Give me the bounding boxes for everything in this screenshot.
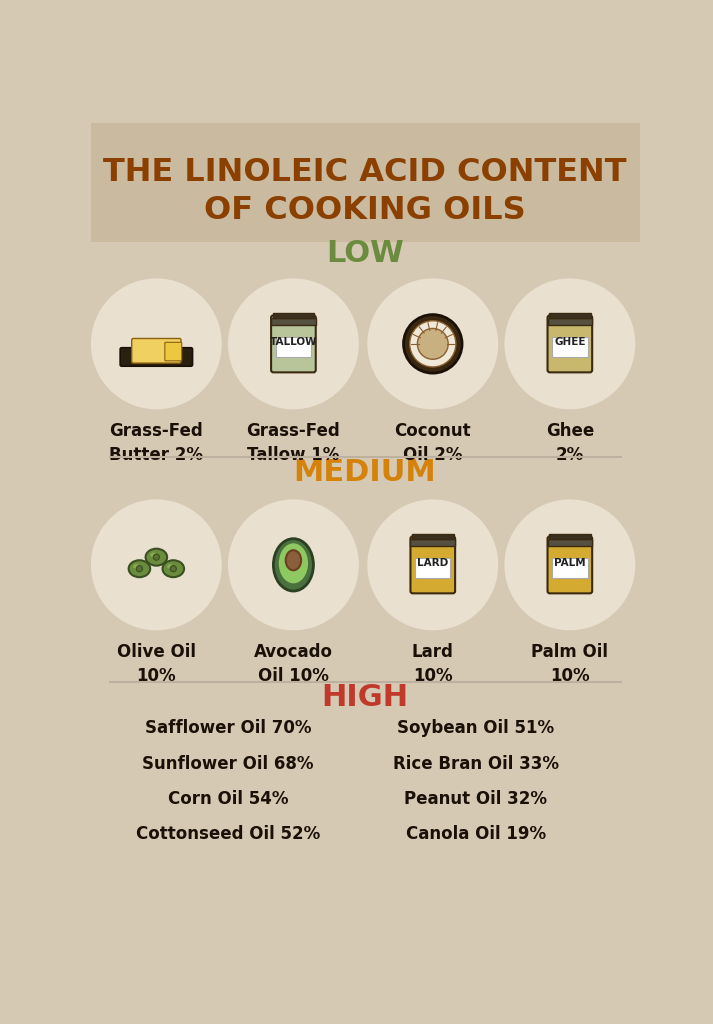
Bar (411, 539, 455, 547)
Circle shape (417, 329, 448, 359)
Circle shape (228, 500, 359, 631)
Ellipse shape (273, 539, 314, 591)
Text: Soybean Oil 51%: Soybean Oil 51% (397, 719, 555, 737)
FancyBboxPatch shape (548, 537, 593, 593)
Text: Safflower Oil 70%: Safflower Oil 70% (145, 719, 311, 737)
FancyBboxPatch shape (411, 537, 455, 593)
FancyBboxPatch shape (552, 337, 588, 357)
Circle shape (367, 279, 498, 410)
Bar (412, 535, 453, 539)
Ellipse shape (133, 564, 140, 568)
Text: Coconut
Oil 2%: Coconut Oil 2% (394, 423, 471, 464)
FancyBboxPatch shape (415, 558, 451, 578)
FancyBboxPatch shape (120, 348, 193, 367)
Text: Olive Oil
10%: Olive Oil 10% (117, 643, 196, 685)
Circle shape (367, 500, 498, 631)
Text: MEDIUM: MEDIUM (294, 458, 436, 487)
Circle shape (410, 321, 456, 367)
Ellipse shape (163, 560, 184, 578)
Text: THE LINOLEIC ACID CONTENT: THE LINOLEIC ACID CONTENT (103, 157, 627, 187)
Text: GHEE: GHEE (554, 337, 585, 347)
FancyBboxPatch shape (91, 123, 640, 243)
Bar (548, 317, 593, 326)
Text: OF COOKING OILS: OF COOKING OILS (204, 196, 526, 226)
Text: Lard
10%: Lard 10% (412, 643, 453, 685)
Circle shape (170, 565, 176, 571)
Text: Canola Oil 19%: Canola Oil 19% (406, 825, 546, 844)
Text: LOW: LOW (326, 239, 404, 267)
Text: PALM: PALM (554, 558, 585, 568)
Bar (549, 535, 590, 539)
Circle shape (153, 554, 160, 560)
Text: Grass-Fed
Tallow 1%: Grass-Fed Tallow 1% (247, 423, 340, 464)
Ellipse shape (279, 544, 308, 584)
Circle shape (504, 500, 635, 631)
FancyBboxPatch shape (552, 558, 588, 578)
Bar (272, 313, 314, 317)
FancyBboxPatch shape (276, 337, 311, 357)
Text: Avocado
Oil 10%: Avocado Oil 10% (254, 643, 333, 685)
Text: Ghee
2%: Ghee 2% (545, 423, 594, 464)
Text: TALLOW: TALLOW (270, 337, 317, 347)
Circle shape (91, 279, 222, 410)
Text: Peanut Oil 32%: Peanut Oil 32% (404, 790, 548, 808)
FancyBboxPatch shape (548, 315, 593, 373)
Circle shape (91, 500, 222, 631)
Ellipse shape (128, 560, 150, 578)
Text: Cottonseed Oil 52%: Cottonseed Oil 52% (136, 825, 320, 844)
Ellipse shape (286, 550, 301, 570)
FancyBboxPatch shape (132, 339, 181, 364)
Text: LARD: LARD (417, 558, 448, 568)
Circle shape (228, 279, 359, 410)
Text: HIGH: HIGH (322, 683, 409, 712)
Text: Sunflower Oil 68%: Sunflower Oil 68% (142, 755, 314, 772)
Bar (548, 539, 593, 547)
Ellipse shape (167, 564, 173, 568)
Ellipse shape (150, 553, 156, 557)
Circle shape (404, 314, 462, 373)
Bar (271, 317, 316, 326)
FancyBboxPatch shape (271, 315, 316, 373)
FancyBboxPatch shape (165, 342, 182, 360)
Text: Corn Oil 54%: Corn Oil 54% (168, 790, 288, 808)
Circle shape (504, 279, 635, 410)
Text: Palm Oil
10%: Palm Oil 10% (531, 643, 608, 685)
Bar (549, 313, 590, 317)
Text: Rice Bran Oil 33%: Rice Bran Oil 33% (393, 755, 559, 772)
Circle shape (136, 565, 143, 571)
Text: Grass-Fed
Butter 2%: Grass-Fed Butter 2% (109, 423, 203, 464)
Ellipse shape (145, 549, 167, 565)
